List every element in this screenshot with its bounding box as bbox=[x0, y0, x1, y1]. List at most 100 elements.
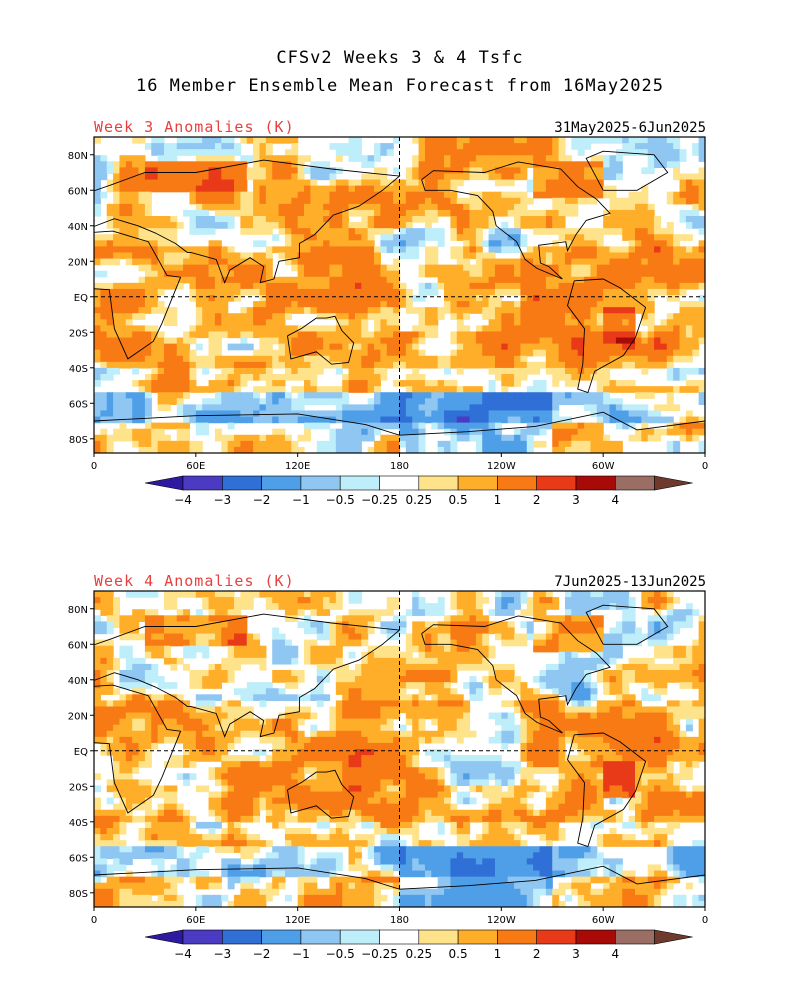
colorbar-segment bbox=[457, 929, 498, 945]
coastline bbox=[94, 865, 705, 890]
colorbar-right-arrow bbox=[654, 475, 693, 491]
colorbar-label: 0.25 bbox=[405, 493, 432, 507]
colorbar-left-arrow bbox=[144, 475, 184, 491]
lat-tick-label: 80N bbox=[68, 605, 88, 616]
colorbar-label: −0.5 bbox=[326, 947, 355, 961]
colorbar-segment bbox=[614, 929, 655, 945]
colorbar-label: −4 bbox=[174, 947, 192, 961]
colorbar-segment bbox=[379, 475, 420, 491]
colorbar-segment bbox=[261, 929, 302, 945]
colorbar-label: 2 bbox=[533, 947, 541, 961]
lon-tick-label: 0 bbox=[702, 461, 708, 472]
colorbar-label: 0.5 bbox=[449, 493, 468, 507]
colorbar-segment bbox=[497, 929, 537, 945]
colorbar-segment bbox=[418, 929, 459, 945]
colorbar-segment bbox=[339, 929, 380, 945]
lat-tick-label: 20N bbox=[68, 257, 88, 268]
lat-tick-label: 80S bbox=[69, 889, 88, 900]
colorbar-right-arrow bbox=[654, 929, 693, 945]
lon-tick-label: 0 bbox=[702, 915, 708, 926]
colorbar-label: 0.25 bbox=[405, 947, 432, 961]
panel1-date-range: 31May2025-6Jun2025 bbox=[554, 120, 706, 136]
lat-tick-label: 60S bbox=[69, 399, 88, 410]
continent-outlines bbox=[94, 604, 705, 890]
colorbar-segment bbox=[182, 929, 223, 945]
lon-tick-label: 60E bbox=[186, 461, 205, 472]
lat-tick-label: 20S bbox=[69, 782, 88, 793]
lon-tick-label: 0 bbox=[91, 915, 97, 926]
panel1-label: Week 3 Anomalies (K) bbox=[94, 118, 295, 136]
lon-tick-label: 60W bbox=[592, 461, 615, 472]
map-panel-1: 80N 60N 40N 20N EQ 20S 40S 60S 80S 0 60E 120E 180 120… bbox=[68, 136, 708, 472]
lat-tick-label: 40S bbox=[69, 364, 88, 375]
colorbar-label: −0.5 bbox=[326, 493, 355, 507]
map-panel-2: 80N 60N 40N 20N EQ 20S 40S 60S 80S 0 60E 120E 180 120… bbox=[68, 590, 708, 926]
lat-tick-label: 80S bbox=[69, 435, 88, 446]
lon-tick-label: 0 bbox=[91, 461, 97, 472]
lat-tick-label: 60N bbox=[68, 186, 88, 197]
colorbar-label: 1 bbox=[494, 947, 502, 961]
colorbar-label: −1 bbox=[292, 947, 310, 961]
colorbar-2: −4 −3 −2 −1 −0.5 −0.25 0.25 0.5 1 2 3 4 bbox=[144, 929, 693, 961]
lat-tick-label: 40S bbox=[69, 818, 88, 829]
lat-tick-label: 20N bbox=[68, 711, 88, 722]
colorbar-label: −2 bbox=[253, 947, 271, 961]
coastline bbox=[94, 159, 401, 284]
lon-tick-label: 120W bbox=[487, 915, 516, 926]
colorbar-segment bbox=[339, 475, 380, 491]
colorbar-segment bbox=[300, 929, 341, 945]
colorbar-label: 4 bbox=[611, 947, 619, 961]
colorbar-segment bbox=[575, 475, 616, 491]
coastline bbox=[585, 604, 669, 645]
colorbar-label: −2 bbox=[253, 493, 271, 507]
colorbar-label: 0.5 bbox=[449, 947, 468, 961]
coastline bbox=[421, 161, 611, 280]
coastline bbox=[567, 278, 647, 394]
panel2-date-range: 7Jun2025-13Jun2025 bbox=[554, 574, 706, 590]
colorbar-label: −3 bbox=[213, 947, 231, 961]
colorbar-segment bbox=[379, 929, 420, 945]
colorbar-segment bbox=[497, 475, 537, 491]
colorbar-label: 2 bbox=[533, 493, 541, 507]
colorbar-segment bbox=[300, 475, 341, 491]
colorbar-label: −0.25 bbox=[361, 947, 398, 961]
colorbar-label: 3 bbox=[572, 493, 580, 507]
coastline bbox=[94, 411, 705, 436]
coastline bbox=[585, 150, 669, 191]
colorbar-left-arrow bbox=[144, 929, 184, 945]
lon-tick-label: 180 bbox=[390, 915, 409, 926]
colorbar-segment bbox=[614, 475, 655, 491]
coastline bbox=[287, 769, 355, 819]
colorbar-segment bbox=[222, 929, 262, 945]
figure-title-line1: CFSv2 Weeks 3 & 4 Tsfc bbox=[276, 48, 524, 68]
lat-tick-label: EQ bbox=[74, 747, 88, 758]
colorbar-segment bbox=[536, 475, 577, 491]
coastline bbox=[94, 684, 182, 814]
lon-tick-label: 120E bbox=[285, 461, 310, 472]
lon-tick-label: 120W bbox=[487, 461, 516, 472]
lon-tick-label: 60W bbox=[592, 915, 615, 926]
lat-tick-label: 60N bbox=[68, 640, 88, 651]
colorbar-label: −0.25 bbox=[361, 493, 398, 507]
coastline bbox=[94, 613, 401, 738]
coastline bbox=[421, 615, 611, 734]
continent-outlines bbox=[94, 150, 705, 436]
lon-tick-label: 60E bbox=[186, 915, 205, 926]
colorbar-label: −3 bbox=[213, 493, 231, 507]
panel2-label: Week 4 Anomalies (K) bbox=[94, 572, 295, 590]
colorbar-segment bbox=[575, 929, 616, 945]
colorbar-segment bbox=[182, 475, 223, 491]
lat-tick-label: 40N bbox=[68, 222, 88, 233]
colorbar-label: 1 bbox=[494, 493, 502, 507]
colorbar-label: −1 bbox=[292, 493, 310, 507]
lon-tick-label: 180 bbox=[390, 461, 409, 472]
colorbar-segment bbox=[457, 475, 498, 491]
colorbar-segment bbox=[261, 475, 302, 491]
colorbar-label: 4 bbox=[611, 493, 619, 507]
colorbar-segment bbox=[222, 475, 262, 491]
figure-title-line2: 16 Member Ensemble Mean Forecast from 16… bbox=[135, 76, 665, 96]
lat-tick-label: 40N bbox=[68, 676, 88, 687]
coastline bbox=[94, 230, 182, 360]
colorbar-segment bbox=[418, 475, 459, 491]
